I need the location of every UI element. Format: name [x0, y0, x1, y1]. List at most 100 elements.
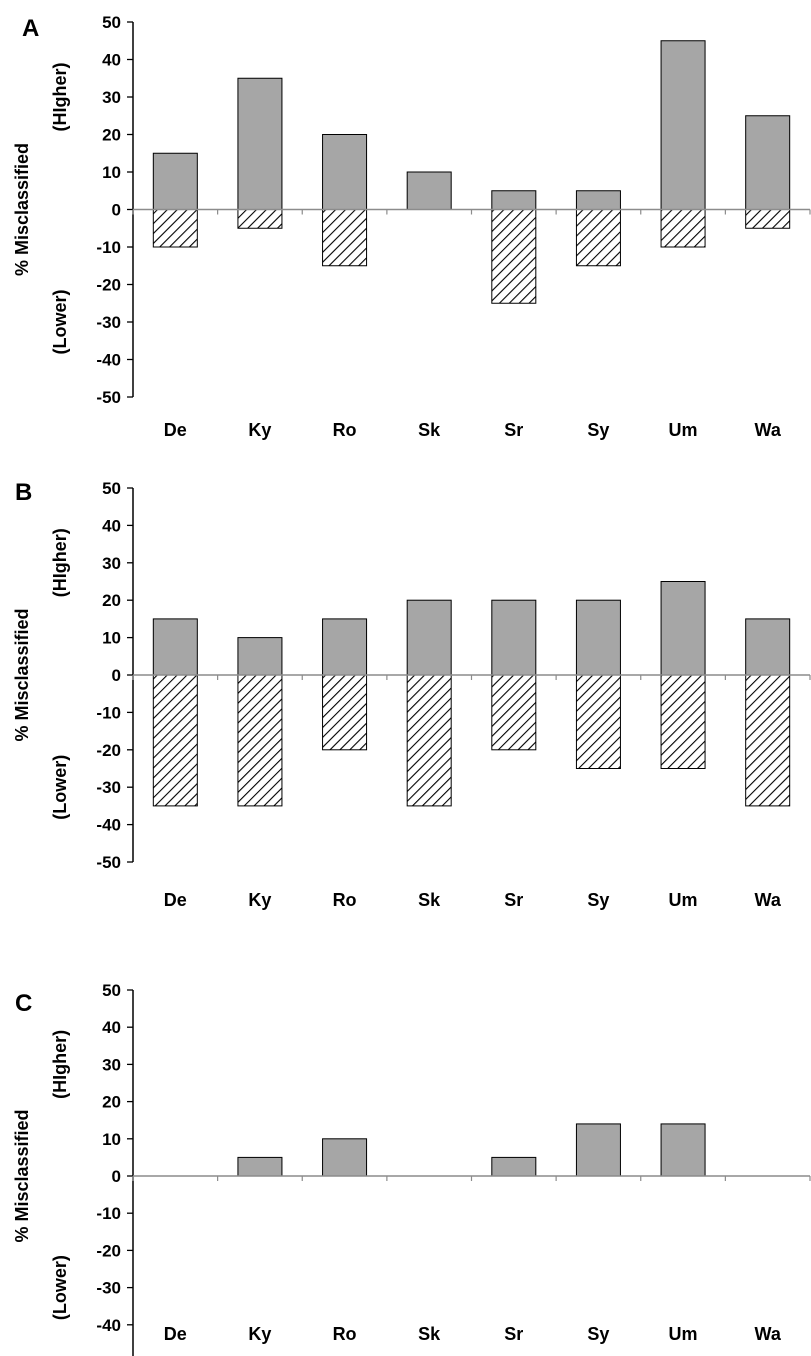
- y-tick-label: -50: [96, 1353, 121, 1356]
- x-tick-label: De: [164, 1324, 187, 1344]
- y-tick-label: 30: [102, 1055, 121, 1074]
- y-tick-label: -50: [96, 853, 121, 872]
- x-tick-label: Um: [669, 890, 698, 910]
- x-tick-label: Ky: [248, 420, 271, 440]
- bar-lower-Ro: [322, 209, 368, 267]
- y-axis-lower-label: (Lower): [50, 289, 70, 354]
- bar-higher-Sy: [575, 599, 621, 676]
- bar-higher-Sr: [491, 190, 537, 210]
- y-tick-label: 50: [102, 479, 121, 498]
- y-tick-label: -10: [96, 238, 121, 257]
- bar-lower-De: [152, 674, 198, 807]
- bar-higher-Sk: [406, 599, 452, 676]
- y-tick-label: 20: [102, 1093, 121, 1112]
- bar-higher-De: [152, 152, 198, 210]
- y-axis-label: % Misclassified: [12, 143, 32, 276]
- y-tick-label: -30: [96, 778, 121, 797]
- bar-higher-Sy: [575, 190, 621, 210]
- bar-higher-Ro: [322, 618, 368, 676]
- bar-higher-Wa: [745, 618, 791, 676]
- bar-lower-Ro: [322, 674, 368, 751]
- y-tick-label: -40: [96, 1316, 121, 1335]
- bar-lower-Wa: [745, 209, 791, 229]
- bar-higher-Um: [660, 581, 706, 676]
- y-tick-label: -20: [96, 1241, 121, 1260]
- bar-lower-Sy: [575, 209, 621, 267]
- y-tick-label: 0: [112, 201, 121, 220]
- y-tick-label: 30: [102, 88, 121, 107]
- bar-higher-Ro: [322, 134, 368, 210]
- y-tick-label: 10: [102, 1130, 121, 1149]
- y-tick-label: 10: [102, 629, 121, 648]
- bar-higher-Um: [660, 40, 706, 210]
- x-tick-label: Wa: [755, 890, 782, 910]
- bar-higher-Ky: [237, 637, 283, 676]
- y-tick-label: -20: [96, 741, 121, 760]
- x-tick-label: Ky: [248, 1324, 271, 1344]
- y-tick-label: -10: [96, 703, 121, 722]
- x-tick-label: Sr: [504, 1324, 523, 1344]
- bar-higher-Ky: [237, 77, 283, 210]
- bar-higher-Ky: [237, 1156, 283, 1177]
- y-axis-label: % Misclassified: [12, 1109, 32, 1242]
- bar-higher-Sr: [491, 599, 537, 676]
- y-tick-label: -50: [96, 388, 121, 407]
- bar-lower-Sk: [406, 674, 452, 807]
- bar-lower-Um: [660, 674, 706, 769]
- y-tick-label: 30: [102, 554, 121, 573]
- bar-higher-Sk: [406, 171, 452, 210]
- bar-lower-De: [152, 209, 198, 248]
- y-tick-label: 40: [102, 1018, 121, 1037]
- y-tick-label: 20: [102, 591, 121, 610]
- x-tick-label: Ro: [333, 1324, 357, 1344]
- y-tick-label: -40: [96, 351, 121, 370]
- y-tick-label: 20: [102, 126, 121, 145]
- x-tick-label: Sr: [504, 420, 523, 440]
- bar-higher-Sr: [491, 1156, 537, 1177]
- x-tick-label: Wa: [755, 420, 782, 440]
- x-tick-label: Ro: [333, 890, 357, 910]
- y-tick-label: 50: [102, 13, 121, 32]
- x-tick-label: Wa: [755, 1324, 782, 1344]
- x-tick-label: Sy: [587, 1324, 609, 1344]
- x-tick-label: Sk: [418, 1324, 441, 1344]
- y-tick-label: -30: [96, 1279, 121, 1298]
- bar-lower-Sy: [575, 674, 621, 769]
- x-tick-label: De: [164, 420, 187, 440]
- bar-lower-Sr: [491, 674, 537, 751]
- panel-B: B % Misclassified (HIgher) (Lower) 50 40 30 20 1…: [12, 479, 811, 910]
- x-tick-label: Ky: [248, 890, 271, 910]
- bar-higher-Um: [660, 1123, 706, 1177]
- y-tick-label: 0: [112, 666, 121, 685]
- y-tick-label: 50: [102, 981, 121, 1000]
- x-tick-label: Um: [669, 1324, 698, 1344]
- bar-lower-Sr: [491, 209, 537, 304]
- panel-A: A % Misclassified (HIgher) (Lower) 50 40 30 20 1…: [12, 13, 811, 440]
- bar-higher-Wa: [745, 115, 791, 210]
- bar-lower-Um: [660, 209, 706, 248]
- bar-higher-Sy: [575, 1123, 621, 1177]
- y-axis-higher-label: (HIgher): [50, 528, 70, 597]
- bar-lower-Ky: [237, 209, 283, 229]
- y-tick-label: 10: [102, 163, 121, 182]
- panel-C: C % Misclassified (HIgher) (Lower) 50 40 30 20 1…: [12, 981, 811, 1356]
- y-axis-higher-label: (HIgher): [50, 63, 70, 132]
- x-tick-label: Sk: [418, 890, 441, 910]
- bar-higher-De: [152, 618, 198, 676]
- x-tick-label: Sy: [587, 890, 609, 910]
- bar-lower-Ky: [237, 674, 283, 807]
- x-tick-label: De: [164, 890, 187, 910]
- x-tick-label: Sy: [587, 420, 609, 440]
- y-axis-lower-label: (Lower): [50, 755, 70, 820]
- y-tick-label: -10: [96, 1204, 121, 1223]
- y-tick-label: -20: [96, 276, 121, 295]
- y-tick-label: 40: [102, 51, 121, 70]
- panel-letter: C: [15, 990, 32, 1017]
- y-axis-higher-label: (HIgher): [50, 1030, 70, 1099]
- y-axis-label: % Misclassified: [12, 608, 32, 741]
- panel-letter: A: [22, 15, 39, 42]
- x-tick-label: Um: [669, 420, 698, 440]
- y-axis-lower-label: (Lower): [50, 1255, 70, 1320]
- x-tick-label: Sr: [504, 890, 523, 910]
